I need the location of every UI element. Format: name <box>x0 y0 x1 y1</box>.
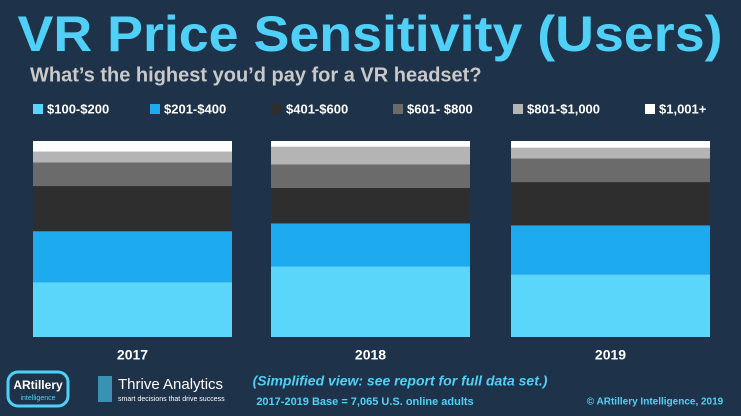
legend-label: $201-$400 <box>164 101 226 116</box>
bar-segment <box>33 141 232 152</box>
chart-title: VR Price Sensitivity (Users) <box>18 6 723 62</box>
x-tick-label: 2018 <box>355 347 386 363</box>
bar-segment <box>511 158 710 183</box>
bar-segment <box>33 231 232 283</box>
x-tick-label: 2019 <box>595 347 626 363</box>
logo-text: ARtillery <box>13 378 63 392</box>
legend-swatch <box>645 104 655 114</box>
copyright: © ARtillery Intelligence, 2019 <box>587 397 724 408</box>
bar-segment <box>271 141 470 147</box>
logo-subtext: intelligence <box>20 395 55 402</box>
bar-segment <box>33 282 232 337</box>
legend-swatch <box>513 104 523 114</box>
legend-label: $801-$1,000 <box>527 101 600 116</box>
artillery-logo: ARtillery intelligence <box>6 370 70 408</box>
legend-label: $100-$200 <box>47 101 109 116</box>
bar-segment <box>33 186 232 232</box>
bar-segment <box>271 266 470 337</box>
legend-swatch <box>33 104 43 114</box>
bar-segment <box>271 223 470 267</box>
base-note: 2017-2019 Base = 7,065 U.S. online adult… <box>256 396 473 408</box>
bar-segment <box>33 162 232 187</box>
legend-swatch <box>393 104 403 114</box>
logo-subtext: smart decisions that drive success <box>118 396 225 403</box>
legend-label: $401-$600 <box>286 101 348 116</box>
bar-segment <box>271 164 470 189</box>
legend-swatch <box>150 104 160 114</box>
bar-segment <box>511 225 710 275</box>
bar-segment <box>271 146 470 165</box>
bar-segment <box>271 188 470 224</box>
x-tick-label: 2017 <box>117 347 148 363</box>
bar-segment <box>511 182 710 226</box>
bar-segment <box>33 151 232 163</box>
logo-frame <box>6 370 70 408</box>
note: (Simplified view: see report for full da… <box>253 373 548 389</box>
legend-label: $601- $800 <box>407 101 473 116</box>
thrive-logo: Thrive Analytics smart decisions that dr… <box>98 376 225 403</box>
bar-segment <box>511 147 710 159</box>
logo-text: Thrive Analytics <box>118 376 223 393</box>
bar-segment <box>511 141 710 148</box>
legend-swatch <box>272 104 282 114</box>
subtitle: What’s the highest you’d pay for a VR he… <box>30 64 482 86</box>
legend-label: $1,001+ <box>659 101 707 116</box>
logo-icon <box>98 376 112 402</box>
bar-segment <box>511 274 710 337</box>
